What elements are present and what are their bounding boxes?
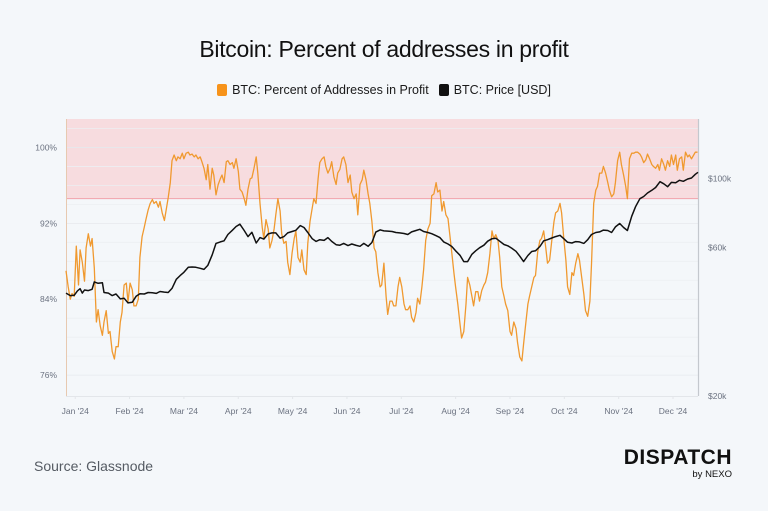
series-line-percent-in-profit: [65, 151, 698, 362]
x-axis: Jan '24 Feb '24 Mar '24 Apr '24 May '24 Jun '…: [62, 396, 688, 416]
x-tick-label: Apr '24: [225, 406, 252, 416]
brand-sub: by NEXO: [692, 469, 732, 480]
y-left-tick-label: 76%: [40, 370, 57, 380]
legend-item-price[interactable]: BTC: Price [USD]: [438, 83, 551, 97]
brand-name: DISPATCH: [623, 446, 732, 469]
x-tick-label: May '24: [278, 406, 308, 416]
y-axis-left: 100% 92% 84% 76%: [35, 142, 57, 380]
chart-title: Bitcoin: Percent of addresses in profit: [199, 36, 569, 62]
legend-swatch-black: [438, 84, 449, 96]
gridlines: [66, 128, 698, 376]
x-tick-label: Sep '24: [496, 406, 525, 416]
y-left-tick-label: 84%: [40, 294, 57, 304]
x-tick-label: Nov '24: [604, 406, 633, 416]
legend-label: BTC: Price [USD]: [453, 83, 551, 97]
x-tick-label: Aug '24: [441, 406, 470, 416]
y-axis-right: $100k $60k $20k: [708, 173, 732, 401]
legend: BTC: Percent of Addresses in Profit BTC:…: [0, 83, 768, 97]
source-credit: Source: Glassnode: [34, 458, 154, 474]
x-tick-label: Jul '24: [389, 406, 414, 416]
x-tick-label: Feb '24: [116, 406, 144, 416]
x-tick-label: Dec '24: [659, 406, 688, 416]
legend-label: BTC: Percent of Addresses in Profit: [232, 83, 429, 97]
x-tick-label: Jan '24: [62, 406, 89, 416]
y-right-tick-label: $100k: [708, 173, 732, 183]
highlight-band: [66, 119, 698, 199]
legend-swatch-orange: [217, 84, 228, 96]
y-left-tick-label: 92%: [40, 218, 57, 228]
y-right-tick-label: $60k: [708, 242, 727, 252]
y-left-tick-label: 100%: [35, 142, 57, 152]
x-tick-label: Mar '24: [170, 406, 198, 416]
legend-item-percent-in-profit[interactable]: BTC: Percent of Addresses in Profit: [217, 83, 429, 97]
x-tick-label: Oct '24: [551, 406, 578, 416]
y-right-tick-label: $20k: [708, 391, 727, 401]
series-line-btc-price: [65, 171, 699, 304]
x-tick-label: Jun '24: [333, 406, 360, 416]
brand-logo: DISPATCH by NEXO: [624, 447, 732, 480]
